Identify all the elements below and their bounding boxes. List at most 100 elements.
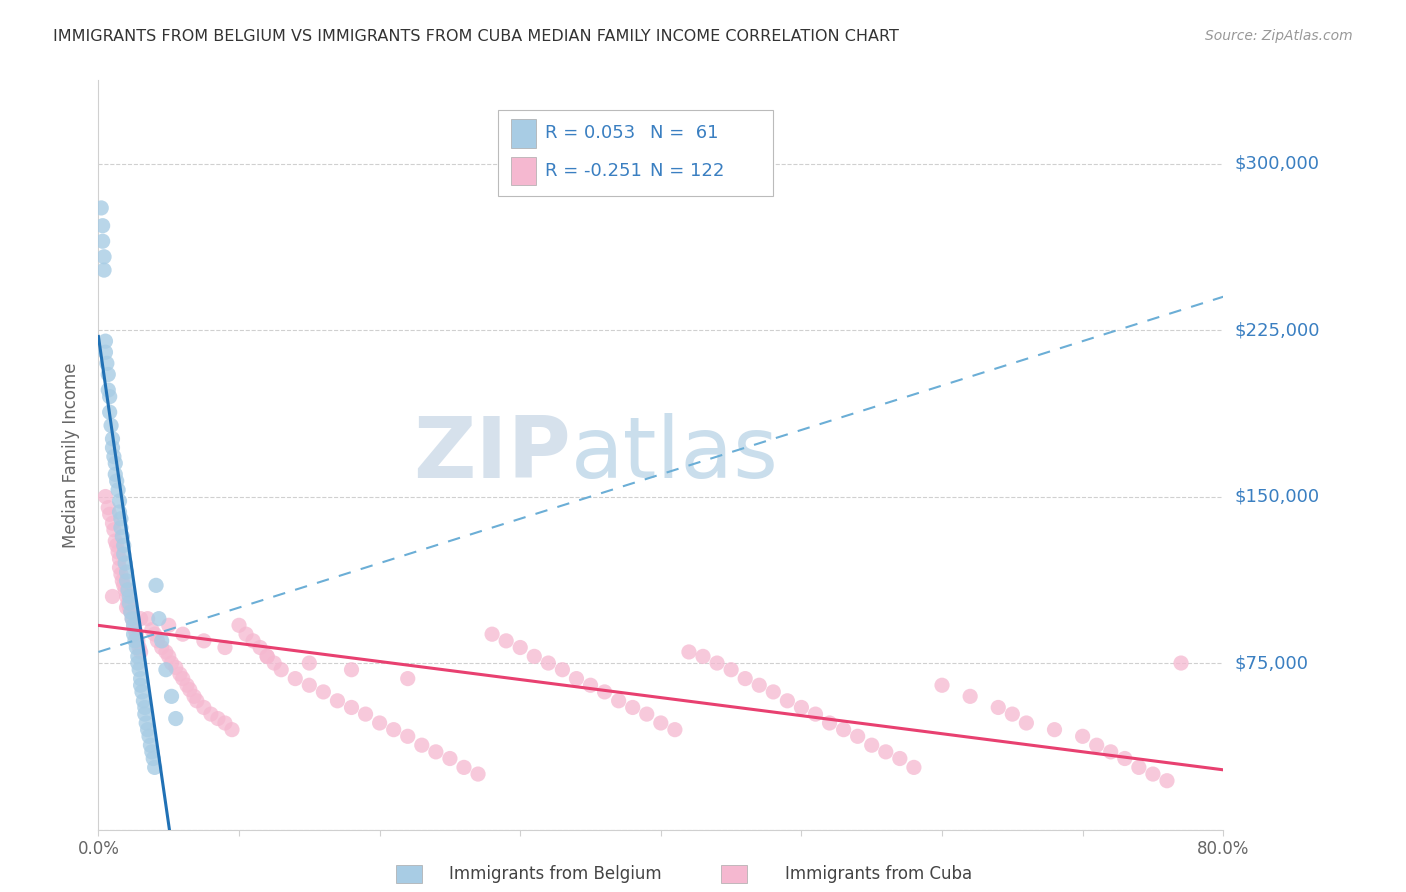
Point — [103, 523, 125, 537]
Point — [127, 649, 149, 664]
Point — [1015, 716, 1038, 731]
Point — [115, 590, 138, 604]
Point — [249, 640, 271, 655]
Point — [607, 694, 630, 708]
Point — [636, 707, 658, 722]
Point — [127, 633, 149, 648]
Point — [193, 700, 215, 714]
Point — [621, 700, 644, 714]
Point — [214, 640, 236, 655]
Point — [155, 645, 177, 659]
Point — [98, 508, 121, 522]
Point — [263, 656, 285, 670]
Point — [94, 334, 117, 348]
Text: atlas: atlas — [571, 413, 779, 497]
Point — [1170, 656, 1192, 670]
Point — [1043, 723, 1066, 737]
Point — [860, 738, 883, 752]
Point — [101, 516, 124, 531]
Point — [509, 640, 531, 655]
Point — [298, 656, 321, 670]
Point — [97, 500, 120, 515]
Point — [382, 723, 405, 737]
Point — [129, 612, 152, 626]
Point — [439, 751, 461, 765]
Point — [118, 590, 141, 604]
Point — [132, 694, 155, 708]
Point — [131, 685, 153, 699]
Point — [235, 627, 257, 641]
Point — [112, 538, 135, 552]
Point — [495, 633, 517, 648]
Point — [104, 467, 127, 482]
Point — [139, 738, 162, 752]
Point — [127, 656, 149, 670]
Point — [396, 729, 419, 743]
Point — [242, 633, 264, 648]
Y-axis label: Median Family Income: Median Family Income — [62, 362, 80, 548]
Point — [1071, 729, 1094, 743]
Point — [551, 663, 574, 677]
Point — [931, 678, 953, 692]
Point — [101, 590, 124, 604]
Point — [846, 729, 869, 743]
Point — [111, 574, 134, 588]
Point — [368, 716, 391, 731]
Point — [112, 547, 135, 561]
Point — [875, 745, 897, 759]
Point — [115, 600, 138, 615]
FancyBboxPatch shape — [498, 111, 773, 196]
Point — [987, 700, 1010, 714]
Point — [129, 645, 152, 659]
Point — [110, 567, 132, 582]
Point — [354, 707, 377, 722]
Point — [97, 368, 120, 382]
Point — [818, 716, 841, 731]
Point — [186, 694, 208, 708]
Point — [117, 596, 139, 610]
Text: $75,000: $75,000 — [1234, 654, 1309, 672]
Text: IMMIGRANTS FROM BELGIUM VS IMMIGRANTS FROM CUBA MEDIAN FAMILY INCOME CORRELATION: IMMIGRANTS FROM BELGIUM VS IMMIGRANTS FR… — [53, 29, 900, 44]
Point — [326, 694, 349, 708]
Point — [115, 565, 138, 579]
Point — [256, 649, 278, 664]
Point — [129, 678, 152, 692]
Point — [183, 690, 205, 704]
Point — [141, 745, 163, 759]
Point — [101, 441, 124, 455]
Text: Immigrants from Cuba: Immigrants from Cuba — [785, 865, 973, 883]
Point — [91, 219, 114, 233]
Point — [221, 723, 243, 737]
Point — [298, 678, 321, 692]
Point — [523, 649, 546, 664]
Point — [93, 263, 115, 277]
Point — [111, 529, 134, 543]
Point — [155, 663, 177, 677]
Point — [124, 623, 146, 637]
Point — [678, 645, 700, 659]
Point — [579, 678, 602, 692]
Point — [903, 760, 925, 774]
Point — [145, 578, 167, 592]
Point — [148, 612, 170, 626]
Point — [124, 633, 146, 648]
Point — [110, 512, 132, 526]
Bar — [512, 120, 536, 148]
Point — [200, 707, 222, 722]
Point — [118, 600, 141, 615]
Point — [100, 418, 122, 433]
Point — [108, 551, 131, 566]
Point — [565, 672, 588, 686]
Point — [1099, 745, 1122, 759]
Point — [101, 432, 124, 446]
Point — [136, 612, 159, 626]
Point — [340, 663, 363, 677]
Point — [481, 627, 503, 641]
Point — [90, 201, 112, 215]
Point — [128, 663, 150, 677]
Point — [134, 707, 156, 722]
Point — [150, 640, 173, 655]
Point — [453, 760, 475, 774]
Point — [762, 685, 785, 699]
Point — [120, 605, 142, 619]
